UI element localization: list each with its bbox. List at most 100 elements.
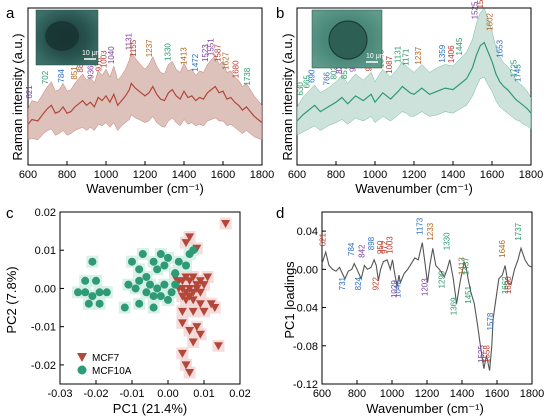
b-peak-label-11: 1131 (394, 45, 403, 63)
b-xtick-label-5: 1600 (480, 169, 504, 181)
mcf7-point-35 (188, 338, 198, 347)
mcf7-point-31 (177, 319, 187, 328)
d-peak-label-20: 1451 (464, 285, 473, 303)
d-peak-label-2: 784 (347, 242, 356, 256)
mcf7-point-12 (199, 281, 209, 290)
panel-label-a: a (6, 5, 15, 22)
mcf7-point-30 (210, 304, 220, 313)
mcf7-point-6 (177, 277, 187, 286)
a-xtick-label-6: 1800 (250, 169, 274, 181)
mcf10a-point-12 (138, 250, 147, 259)
mcf7-point-22 (181, 296, 191, 305)
b-peak-label-12: 1171 (401, 48, 410, 66)
panel-label-c: c (6, 205, 14, 222)
panel-c-plot-area (59, 211, 241, 385)
b-peak-label-15: 1406 (447, 45, 456, 63)
d-peak-label-27: 1737 (514, 222, 523, 240)
c-xtick-label-1: -0.02 (83, 388, 108, 400)
b-peak-label-1: 665 (303, 75, 312, 89)
c-ytick-label-0: -0.02 (31, 360, 56, 372)
d-xtick-label-2: 1000 (380, 388, 404, 400)
b-peak-label-3: 766 (322, 71, 331, 85)
b-peak-label-20: 1653 (495, 39, 504, 57)
mcf10a-point-8 (84, 299, 93, 308)
a-peak-label-6: 976 (94, 57, 103, 71)
a-xtick-label-1: 800 (58, 169, 76, 181)
mcf10a-cell-micrograph: 10 μm (311, 9, 386, 69)
d-peak-label-6: 922 (371, 276, 380, 290)
b-xtick-label-1: 800 (327, 169, 345, 181)
panel-c-ticks: -0.03 -0.02 -0.01 0.00 0.01 0.02 -0.02 -0.01 0.0… (31, 207, 251, 400)
a-peak-label-4: 883 (76, 59, 85, 73)
c-axes-frame (59, 211, 241, 385)
mcf10a-point-35 (120, 303, 129, 312)
panel-c-ylabel: PC2 (7.8%) (4, 266, 19, 333)
d-peak-label-5: 898 (367, 236, 376, 250)
a-peak-label-16: 1551 (206, 38, 215, 56)
mcf10a-point-28 (146, 280, 154, 289)
b-mean-line (296, 41, 532, 122)
a-peak-label-15: 1523 (201, 44, 210, 62)
d-peak-label-16: 1330 (443, 232, 452, 250)
mcf7-point-1 (185, 233, 195, 242)
a-peak-label-14: 1472 (191, 53, 200, 71)
mcf7-point-37 (181, 361, 191, 370)
a-peak-label-1: 702 (41, 70, 50, 84)
a-xtick-label-5: 1600 (211, 169, 235, 181)
panel-label-d: d (276, 205, 284, 222)
d-peak-label-0: 621 (319, 233, 328, 247)
mcf10a-point-9 (95, 299, 104, 308)
panel-d-pc1-loadings: d PC1 loadings Wavenumber (cm⁻¹) 600 800 1… (276, 205, 544, 416)
legend-mcf7-label: MCF7 (92, 353, 120, 364)
a-xtick-label-3: 1200 (133, 169, 157, 181)
c-ytick-label-4: 0.02 (35, 207, 56, 219)
mcf10a-point-13 (142, 272, 151, 281)
mcf7-point-33 (185, 326, 195, 335)
mcf10a-point-0 (88, 257, 97, 266)
mcf10a-point-37 (149, 303, 158, 312)
d-xtick-label-5: 1600 (485, 388, 509, 400)
mcf7-point-27 (177, 307, 187, 316)
panel-b-x-ticks: 600 800 1000 1200 1400 1600 1800 (288, 161, 543, 181)
c-ytick-label-2: 0.00 (35, 283, 56, 295)
b-peak-label-17: 1525 (470, 1, 479, 19)
d-peak-label-17: 1369 (450, 297, 459, 315)
b-peak-label-13: 1237 (414, 46, 423, 64)
a-peak-label-5: 936 (87, 65, 96, 79)
d-loadings-line (321, 242, 533, 371)
mcf7-point-0 (221, 219, 231, 228)
d-peak-label-12: 1173 (415, 217, 424, 235)
mcf10a-point-19 (171, 269, 180, 278)
d-peak-label-18: 1413 (457, 257, 466, 275)
d-xtick-label-3: 1200 (415, 388, 439, 400)
mcf10a-point-36 (135, 299, 144, 308)
a-xtick-label-4: 1400 (172, 169, 196, 181)
mcf10a-point-11 (135, 265, 144, 274)
d-peak-label-8: 972 (380, 240, 389, 254)
mcf7-point-38 (185, 369, 195, 378)
b-peak-label-2: 690 (308, 69, 317, 83)
d-peak-label-7: 950 (376, 240, 385, 254)
mcf7-point-36 (177, 349, 187, 358)
mcf10a-point-3 (74, 288, 82, 297)
a-peak-label-12: 1330 (163, 43, 172, 61)
a-peak-label-19: 1680 (232, 60, 241, 78)
mcf10a-point-7 (102, 288, 111, 297)
a-peak-label-17: 1587 (213, 44, 222, 62)
mcf7-point-28 (188, 307, 198, 316)
a-peak-label-2: 784 (57, 69, 66, 83)
panel-c-pca-scatter: c PC2 (7.8%) PC1 (21.4%) -0.03 -0.02 -0.01… (4, 205, 251, 416)
scale-label-a: 10 μm (82, 50, 102, 57)
panel-b-xlabel: Wavenumber (cm⁻¹) (355, 181, 473, 196)
mcf10a-point-26 (135, 276, 144, 285)
a-peak-label-11: 1237 (145, 39, 154, 57)
mcf10a-point-1 (81, 276, 90, 285)
b-xtick-label-0: 600 (288, 169, 306, 181)
mcf10a-point-6 (95, 288, 104, 297)
d-peak-label-13: 1203 (421, 278, 430, 296)
mcf7-point-39 (213, 342, 223, 351)
mcf10a-point-15 (153, 265, 162, 274)
